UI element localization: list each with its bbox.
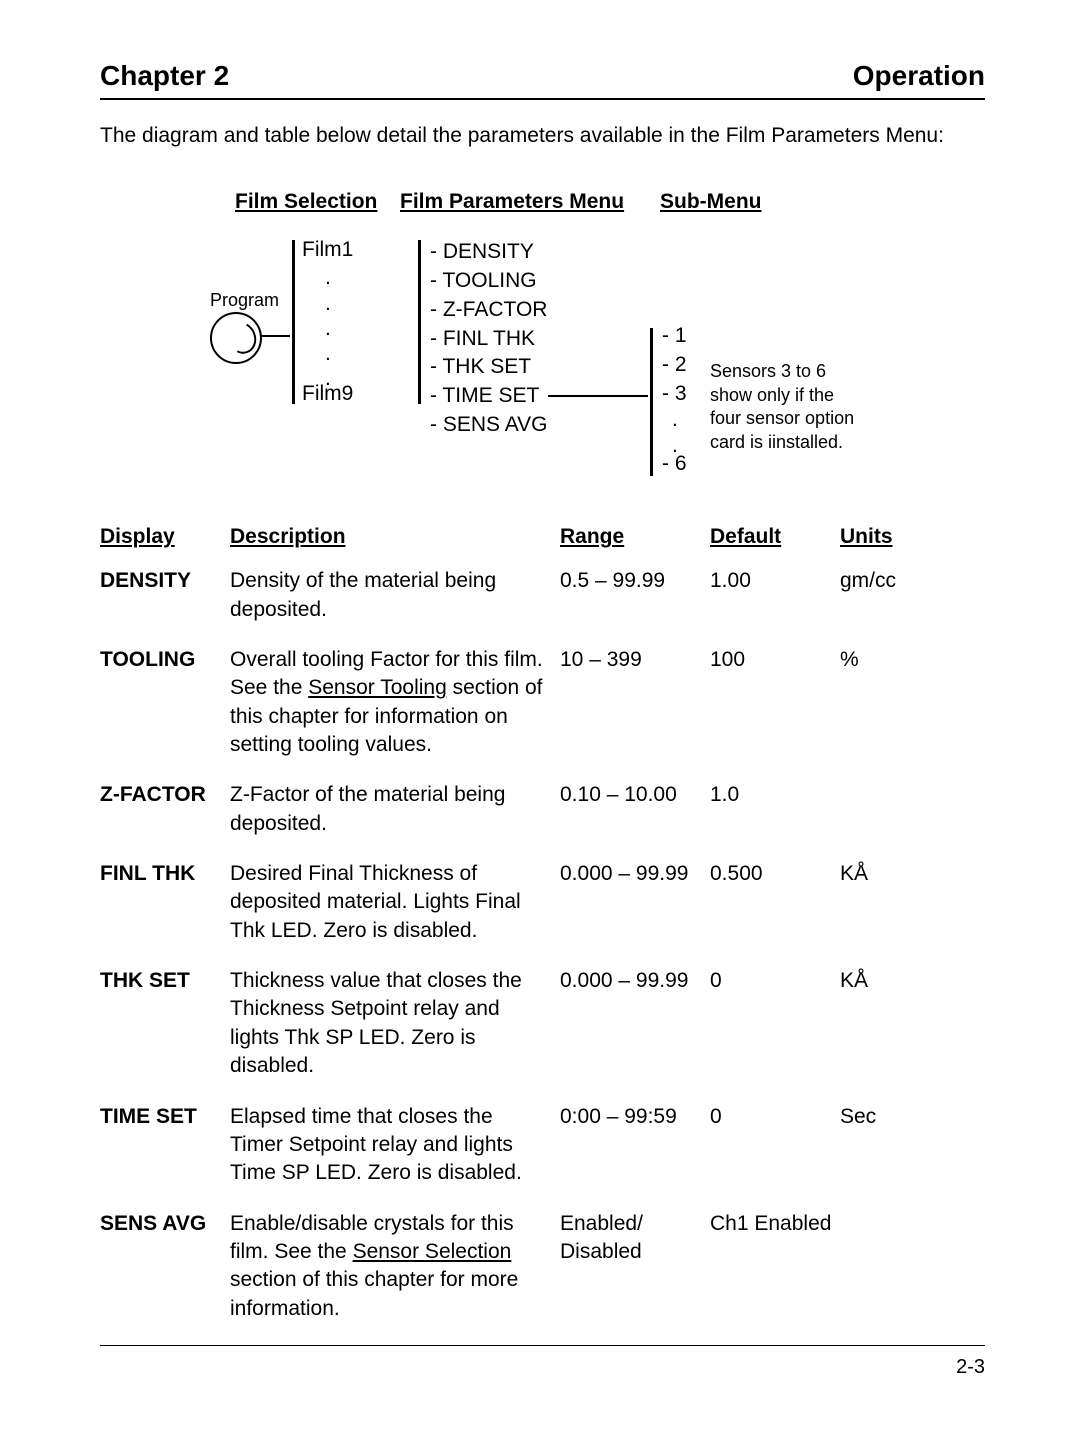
submenu-item: - 6 — [662, 452, 687, 476]
connector-line — [548, 395, 648, 397]
cell-display: DENSITY — [100, 567, 230, 624]
cell-range: 10 – 399 — [560, 646, 710, 759]
diagram-heading-sub-menu: Sub-Menu — [660, 190, 761, 214]
section-title: Operation — [853, 60, 985, 92]
bracket-line — [292, 240, 295, 404]
cell-units — [840, 1210, 920, 1323]
cell-description: Density of the material being deposited. — [230, 567, 560, 624]
param-item: - DENSITY — [430, 238, 547, 267]
cell-description: Thickness value that closes the Thicknes… — [230, 967, 560, 1080]
cell-range: 0.000 – 99.99 — [560, 860, 710, 945]
table-row: SENS AVG Enable/disable crystals for thi… — [100, 1210, 985, 1323]
cell-description: Enable/disable crystals for this film. S… — [230, 1210, 560, 1323]
connector-line — [260, 335, 290, 337]
submenu-item: - 3 — [662, 380, 687, 409]
submenu-item: - 2 — [662, 351, 687, 380]
cell-range: Enabled/ Disabled — [560, 1210, 710, 1323]
th-units: Units — [840, 525, 920, 549]
submenu-list: - 1 - 2 - 3 — [662, 322, 687, 408]
th-description: Description — [230, 525, 560, 549]
cell-default: 0 — [710, 1103, 840, 1188]
param-item: - FINL THK — [430, 325, 547, 354]
cell-display: THK SET — [100, 967, 230, 1080]
cell-units: KÅ — [840, 967, 920, 1080]
cell-range: 0:00 – 99:59 — [560, 1103, 710, 1188]
param-list: - DENSITY - TOOLING - Z-FACTOR - FINL TH… — [430, 238, 547, 439]
table-row: TOOLING Overall tooling Factor for this … — [100, 646, 985, 759]
cell-default: 100 — [710, 646, 840, 759]
cell-units: gm/cc — [840, 567, 920, 624]
cell-range: 0.000 – 99.99 — [560, 967, 710, 1080]
th-default: Default — [710, 525, 840, 549]
diagram-heading-film-parameters: Film Parameters Menu — [400, 190, 624, 214]
param-item: - TIME SET — [430, 382, 547, 411]
table-row: DENSITY Density of the material being de… — [100, 567, 985, 624]
diagram-note: Sensors 3 to 6 show only if the four sen… — [710, 360, 870, 454]
cell-units: KÅ — [840, 860, 920, 945]
bracket-line — [650, 328, 653, 476]
table-row: FINL THK Desired Final Thickness of depo… — [100, 860, 985, 945]
intro-text: The diagram and table below detail the p… — [100, 122, 985, 150]
cell-display: Z-FACTOR — [100, 781, 230, 838]
cell-description: Elapsed time that closes the Timer Setpo… — [230, 1103, 560, 1188]
param-item: - Z-FACTOR — [430, 296, 547, 325]
cell-default: 1.0 — [710, 781, 840, 838]
cell-default: 0.500 — [710, 860, 840, 945]
bracket-line — [418, 240, 421, 404]
cell-units — [840, 781, 920, 838]
cell-units: % — [840, 646, 920, 759]
cell-range: 0.10 – 10.00 — [560, 781, 710, 838]
table-row: THK SET Thickness value that closes the … — [100, 967, 985, 1080]
cell-default: 0 — [710, 967, 840, 1080]
page-header: Chapter 2 Operation — [100, 60, 985, 100]
page-number: 2-3 — [100, 1345, 985, 1379]
table-header-row: Display Description Range Default Units — [100, 525, 985, 549]
film-top-label: Film1 — [302, 238, 353, 262]
th-range: Range — [560, 525, 710, 549]
chapter-title: Chapter 2 — [100, 60, 229, 92]
submenu-dots: .. — [672, 407, 678, 457]
film-dots: ..... — [325, 265, 331, 391]
param-item: - TOOLING — [430, 267, 547, 296]
program-label: Program — [210, 290, 279, 311]
cell-default: 1.00 — [710, 567, 840, 624]
param-item: - THK SET — [430, 353, 547, 382]
menu-diagram: Film Selection Film Parameters Menu Sub-… — [100, 190, 985, 500]
cell-default: Ch1 Enabled — [710, 1210, 840, 1323]
cell-display: TIME SET — [100, 1103, 230, 1188]
table-row: TIME SET Elapsed time that closes the Ti… — [100, 1103, 985, 1188]
cell-description: Desired Final Thickness of deposited mat… — [230, 860, 560, 945]
table-row: Z-FACTOR Z-Factor of the material being … — [100, 781, 985, 838]
th-display: Display — [100, 525, 230, 549]
submenu-item: - 1 — [662, 322, 687, 351]
parameters-table: Display Description Range Default Units … — [100, 525, 985, 1323]
cell-description: Z-Factor of the material being deposited… — [230, 781, 560, 838]
cell-range: 0.5 – 99.99 — [560, 567, 710, 624]
cell-description: Overall tooling Factor for this film. Se… — [230, 646, 560, 759]
film-bottom-label: Film9 — [302, 382, 353, 406]
cell-display: TOOLING — [100, 646, 230, 759]
cell-display: FINL THK — [100, 860, 230, 945]
cell-display: SENS AVG — [100, 1210, 230, 1323]
cell-units: Sec — [840, 1103, 920, 1188]
param-item: - SENS AVG — [430, 411, 547, 440]
diagram-heading-film-selection: Film Selection — [235, 190, 377, 214]
